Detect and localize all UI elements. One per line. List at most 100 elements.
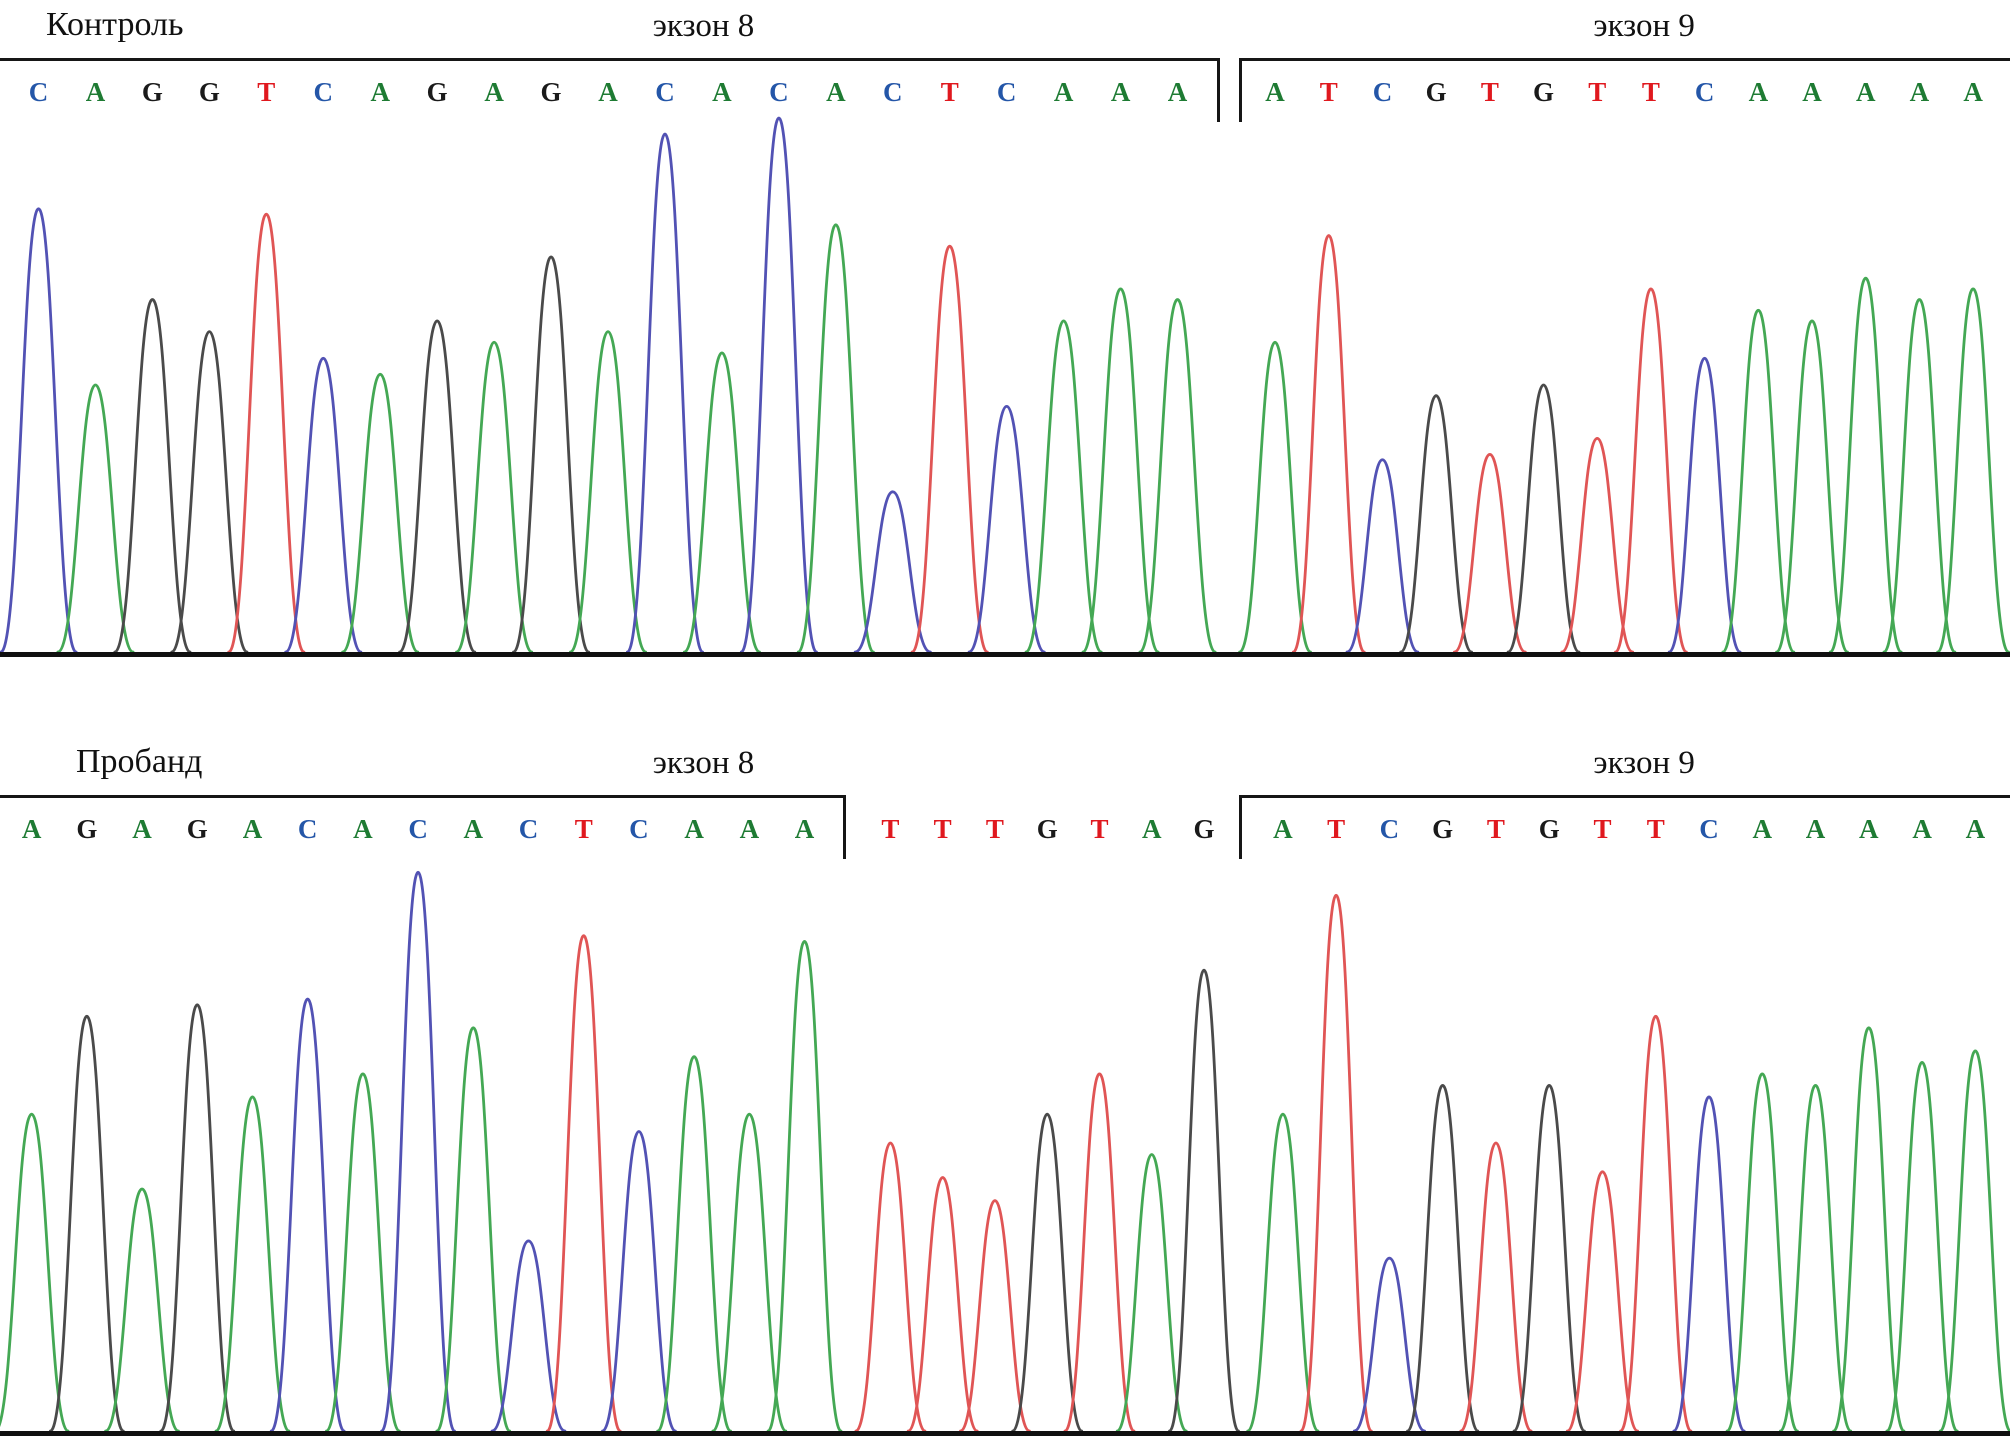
exon9-label: экзон 9 bbox=[1593, 8, 1695, 44]
base-letter: A bbox=[1805, 814, 1826, 844]
trace-peak-T bbox=[1453, 453, 1527, 654]
trace-peak-C bbox=[739, 116, 818, 654]
base-letter: A bbox=[1752, 814, 1773, 844]
trace-peak-A bbox=[1828, 276, 1903, 654]
base-letter: A bbox=[1053, 77, 1074, 107]
trace-peak-A bbox=[766, 939, 843, 1433]
base-letter: A bbox=[1909, 77, 1930, 107]
trace-peak-T bbox=[1614, 287, 1688, 654]
base-letter: C bbox=[1372, 77, 1393, 107]
trace-peak-A bbox=[0, 1112, 70, 1433]
trace-peak-A bbox=[711, 1112, 788, 1433]
trace-peak-A bbox=[1775, 319, 1849, 654]
trace-peak-G bbox=[1399, 394, 1473, 654]
trace-peak-A bbox=[56, 383, 135, 654]
trace-peak-C bbox=[1352, 1256, 1426, 1433]
trace-peak-T bbox=[1619, 1014, 1693, 1433]
exon8-label: экзон 8 bbox=[652, 745, 755, 781]
base-letter: G bbox=[1432, 814, 1454, 844]
trace-peak-A bbox=[656, 1055, 732, 1433]
base-letter: T bbox=[1090, 814, 1109, 844]
exon-bracket-line bbox=[1240, 795, 2010, 798]
trace-peak-A bbox=[682, 351, 761, 654]
base-letter: C bbox=[996, 77, 1017, 107]
base-letter: G bbox=[540, 77, 562, 107]
baseline bbox=[0, 1431, 2010, 1436]
chromatogram-trace bbox=[0, 870, 2010, 1436]
base-letter: A bbox=[1802, 77, 1822, 107]
base-letter: T bbox=[985, 814, 1004, 844]
base-letter: A bbox=[1748, 77, 1769, 107]
base-letter: G bbox=[76, 814, 98, 844]
trace-peak-A bbox=[341, 372, 420, 654]
base-letter: T bbox=[574, 814, 593, 844]
base-letter: A bbox=[484, 77, 504, 107]
base-letter: A bbox=[85, 77, 106, 107]
base-letter: A bbox=[132, 814, 152, 844]
base-letter: G bbox=[1533, 77, 1555, 107]
base-letter: A bbox=[370, 77, 390, 107]
base-letter: A bbox=[684, 814, 704, 844]
base-letter: A bbox=[712, 77, 732, 107]
base-letter: C bbox=[1699, 814, 1719, 844]
base-letter: A bbox=[794, 814, 815, 844]
base-letter: A bbox=[1265, 77, 1285, 107]
trace-peak-A bbox=[1721, 308, 1796, 654]
base-letter: A bbox=[598, 77, 618, 107]
trace-peak-G bbox=[1406, 1083, 1480, 1433]
base-letter: A bbox=[242, 814, 263, 844]
trace-peak-T bbox=[545, 934, 622, 1433]
trace-peak-T bbox=[1560, 436, 1635, 654]
base-letter: T bbox=[1646, 814, 1665, 844]
trace-peak-G bbox=[113, 298, 192, 654]
trace-peak-G bbox=[1506, 383, 1581, 654]
trace-peak-T bbox=[959, 1199, 1031, 1433]
trace-peak-T bbox=[1291, 234, 1366, 654]
base-letter: T bbox=[1593, 814, 1612, 844]
base-letter: A bbox=[463, 814, 484, 844]
trace-peak-G bbox=[170, 330, 249, 654]
base-letter: G bbox=[198, 77, 220, 107]
trace-peak-A bbox=[796, 223, 875, 654]
trace-peak-A bbox=[1138, 298, 1217, 654]
exon-divider-tick bbox=[1238, 58, 1242, 122]
trace-peak-T bbox=[1299, 893, 1373, 1433]
trace-peak-G bbox=[1168, 968, 1240, 1433]
base-letter: C bbox=[769, 77, 789, 107]
base-letter: T bbox=[940, 77, 959, 107]
exon9-label: экзон 9 bbox=[1593, 745, 1695, 781]
trace-peak-G bbox=[159, 1003, 236, 1433]
base-letter: T bbox=[1588, 77, 1607, 107]
base-letter: A bbox=[739, 814, 760, 844]
trace-peak-A bbox=[455, 340, 534, 654]
trace-peak-A bbox=[214, 1095, 291, 1433]
trace-peak-A bbox=[1081, 287, 1160, 654]
panel-title-control: Контроль bbox=[46, 6, 184, 43]
exon-divider-tick bbox=[1238, 795, 1242, 859]
base-letter: C bbox=[313, 77, 334, 107]
trace-peak-A bbox=[1885, 1060, 1959, 1433]
trace-peak-C bbox=[1672, 1095, 1746, 1433]
base-letter: C bbox=[1379, 814, 1400, 844]
base-letter: C bbox=[629, 814, 649, 844]
trace-peak-A bbox=[104, 1187, 180, 1433]
base-letter: G bbox=[141, 77, 163, 107]
trace-peak-C bbox=[601, 1130, 677, 1433]
base-letter: C bbox=[655, 77, 675, 107]
panel-proband: Пробанд экзон 8 экзон 9 A G A G A C A C A C T C A A A T… bbox=[0, 737, 2010, 1439]
trace-peak-A bbox=[1832, 1026, 1906, 1433]
base-letter: T bbox=[1486, 814, 1505, 844]
base-letter: C bbox=[408, 814, 428, 844]
base-letter: T bbox=[257, 77, 276, 107]
trace-peak-G bbox=[48, 1014, 125, 1433]
base-letter: A bbox=[826, 77, 846, 107]
base-letter: T bbox=[1480, 77, 1499, 107]
trace-peak-A bbox=[569, 330, 648, 654]
base-letter: A bbox=[1859, 814, 1879, 844]
panel-title-proband: Пробанд bbox=[76, 743, 203, 780]
trace-peak-G bbox=[1011, 1112, 1084, 1433]
trace-peak-T bbox=[227, 212, 306, 654]
baseline bbox=[0, 652, 2010, 657]
trace-peak-C bbox=[490, 1239, 567, 1433]
